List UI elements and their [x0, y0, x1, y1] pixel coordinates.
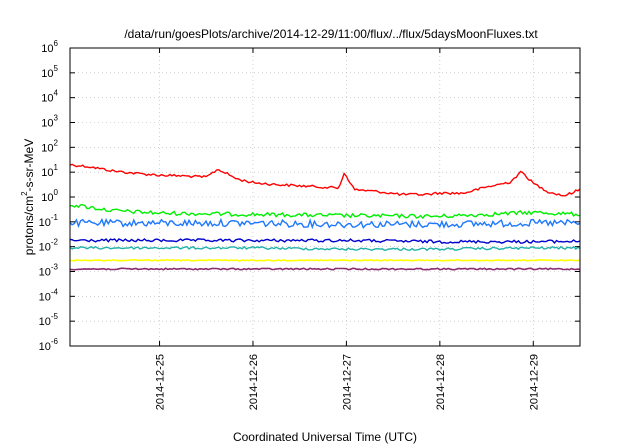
chart-title: /data/run/goesPlots/archive/2014-12-29/1…: [124, 27, 538, 41]
y-tick-label: 105: [41, 64, 58, 80]
y-axis-label: protons/cm2-s-sr-MeV: [20, 139, 36, 255]
series-line: [69, 245, 581, 252]
y-tick-label: 10-5: [39, 312, 59, 328]
series-line: [69, 163, 581, 197]
grid: [70, 48, 580, 346]
y-tick-label: 10-1: [39, 213, 59, 229]
y-tick-label: 106: [41, 39, 58, 55]
x-tick-label: 2014-12-27: [341, 354, 353, 410]
y-axis: 10-6 10-5 10-4 10-3 10-2 10-1 100 101 102 103 104 1…: [39, 39, 580, 353]
series-line: [69, 258, 581, 262]
series-line: [69, 267, 581, 271]
y-tick-label: 102: [41, 138, 58, 154]
x-tick-label: 2014-12-28: [435, 354, 447, 410]
y-tick-label: 10-4: [39, 287, 59, 303]
y-tick-label: 104: [41, 89, 58, 105]
x-tick-label: 2014-12-26: [248, 354, 260, 410]
y-tick-label: 100: [41, 188, 58, 204]
series-line: [69, 238, 581, 245]
x-axis: 2014-12-25 2014-12-26 2014-12-27 2014-12-28…: [155, 48, 540, 410]
y-tick-label: 10-2: [39, 238, 59, 254]
y-tick-label: 10-3: [39, 263, 59, 279]
series-line: [69, 217, 581, 230]
x-tick-label: 2014-12-29: [528, 354, 540, 410]
y-tick-label: 101: [41, 163, 58, 179]
y-tick-label: 10-6: [39, 337, 59, 353]
x-axis-label: Coordinated Universal Time (UTC): [233, 430, 417, 444]
y-tick-label: 103: [41, 114, 58, 130]
series-group: [69, 163, 581, 271]
x-tick-label: 2014-12-25: [155, 354, 167, 410]
series-line: [70, 204, 581, 220]
